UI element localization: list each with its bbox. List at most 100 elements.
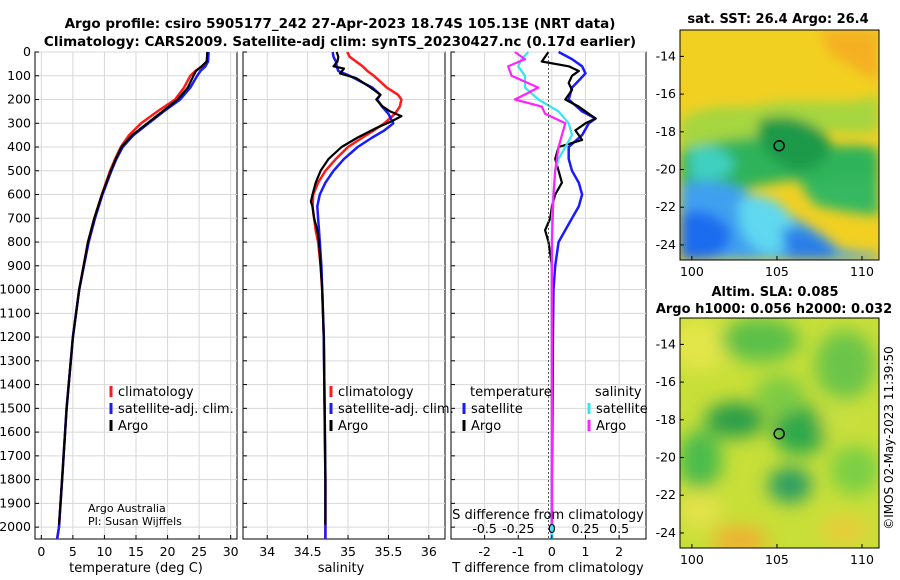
x-tick-label: 20 <box>160 544 176 559</box>
x-tick-label: 5 <box>69 544 77 559</box>
diff-top-tick-label: 0 <box>548 521 556 536</box>
sla-map-ticks: 100 105 110 -14 -16 -18 -20 -22 -24 <box>656 336 874 567</box>
depth-tick-label: 400 <box>7 139 31 154</box>
depth-tick-label: 2000 <box>0 519 31 534</box>
x-tick-label: 15 <box>128 544 144 559</box>
map-y-tick-label: -16 <box>656 86 676 101</box>
x-tick-label: 2 <box>615 544 623 559</box>
depth-tick-label: 900 <box>7 258 31 273</box>
x-tick-label: 34.5 <box>294 544 322 559</box>
credit-line2: PI: Susan Wijffels <box>88 515 182 528</box>
sst-map-frame <box>679 29 880 261</box>
x-tick-label: -1 <box>512 544 524 559</box>
map-y-tick-label: -20 <box>656 162 676 177</box>
sst-argo-marker <box>773 140 785 152</box>
map-y-tick-label: -24 <box>656 525 676 540</box>
depth-tick-label: 100 <box>7 68 31 83</box>
legend-label-t-satellite: satellite <box>471 402 523 417</box>
axes: 0100200300400500600700800900100011001200… <box>0 44 623 559</box>
depth-tick-label: 1900 <box>0 495 31 510</box>
sla-map-frame <box>679 317 880 549</box>
legend-label-argo: Argo <box>338 419 368 434</box>
depth-tick-label: 1600 <box>0 424 31 439</box>
x-tick-label: 25 <box>191 544 207 559</box>
diff-top-axis-label: S difference from climatology <box>452 508 644 523</box>
sla-map-title-line2: Argo h1000: 0.056 h2000: 0.032 <box>656 302 892 317</box>
series-line-salinity-argo <box>507 51 567 525</box>
imos-timestamp: ©IMOS 02-May-2023 11:39:50 <box>882 346 896 530</box>
legend-label-satellite: satellite-adj. clim. <box>338 402 454 417</box>
legend-label-s-argo: Argo <box>596 419 626 434</box>
depth-tick-label: 1500 <box>0 400 31 415</box>
depth-tick-label: 200 <box>7 92 31 107</box>
map-y-tick-label: -24 <box>656 237 676 252</box>
sst-map-title: sat. SST: 26.4 Argo: 26.4 <box>687 12 868 27</box>
diff-top-tick-label: 0.5 <box>609 521 629 536</box>
map-x-tick-label: 100 <box>680 264 704 279</box>
legend-header-salinity: salinity <box>595 385 642 400</box>
map-y-tick-label: -14 <box>656 48 676 63</box>
series-line-argo <box>57 51 209 525</box>
main-title-line1: Argo profile: csiro 5905177_242 27-Apr-2… <box>65 16 616 32</box>
legend-header-temperature: temperature <box>470 385 552 400</box>
depth-tick-label: 1400 <box>0 377 31 392</box>
depth-tick-label: 700 <box>7 210 31 225</box>
diff-top-tick-label: -0.5 <box>472 521 496 536</box>
depth-tick-label: 0 <box>23 44 31 59</box>
legend-label-s-satellite: satellite <box>596 402 648 417</box>
x-tick-label: 10 <box>96 544 112 559</box>
legend-label-satellite: satellite-adj. clim. <box>118 402 234 417</box>
depth-tick-label: 1300 <box>0 353 31 368</box>
sla-argo-marker <box>773 428 785 440</box>
map-x-tick-label: 100 <box>680 552 704 567</box>
x-tick-label: 0 <box>37 544 45 559</box>
x-tick-label: 35.5 <box>375 544 403 559</box>
map-x-tick-label: 105 <box>765 552 789 567</box>
legend-label-argo: Argo <box>118 419 148 434</box>
legend-label-climatology: climatology <box>118 385 194 400</box>
map-x-tick-label: 105 <box>765 264 789 279</box>
map-x-tick-label: 110 <box>850 264 874 279</box>
temperature-xlabel: temperature (deg C) <box>69 561 203 576</box>
map-y-tick-label: -22 <box>656 487 676 502</box>
x-tick-label: -2 <box>478 544 490 559</box>
series-line-argo <box>309 51 403 525</box>
depth-tick-label: 300 <box>7 115 31 130</box>
diff-top-tick-label: 0.25 <box>572 521 600 536</box>
diff-top-tick-label: -0.25 <box>502 521 534 536</box>
map-y-tick-label: -14 <box>656 336 676 351</box>
depth-tick-label: 500 <box>7 163 31 178</box>
diff-xlabel: T difference from climatology <box>451 561 644 576</box>
map-y-tick-label: -22 <box>656 199 676 214</box>
temperature-legend: climatology satellite-adj. clim. Argo <box>109 385 234 434</box>
legend-label-climatology: climatology <box>338 385 414 400</box>
depth-tick-label: 800 <box>7 234 31 249</box>
salinity-xlabel: salinity <box>318 561 365 576</box>
x-tick-label: 0 <box>548 544 556 559</box>
sla-map-image <box>680 318 879 548</box>
credit-line1: Argo Australia <box>88 502 166 515</box>
sst-map-ticks: 100 105 110 -14 -16 -18 -20 -22 -24 <box>656 48 874 279</box>
depth-tick-label: 1100 <box>0 305 31 320</box>
sst-map-image <box>680 30 879 260</box>
salinity-legend: climatology satellite-adj. clim. Argo <box>329 385 454 434</box>
x-tick-label: 34 <box>259 544 275 559</box>
map-y-tick-label: -20 <box>656 450 676 465</box>
map-y-tick-label: -16 <box>656 374 676 389</box>
x-tick-label: 30 <box>223 544 239 559</box>
depth-tick-label: 1000 <box>0 282 31 297</box>
profile-lines <box>55 50 597 540</box>
depth-tick-label: 1700 <box>0 448 31 463</box>
difference-legend: temperature salinity satellite Argo sate… <box>462 385 648 434</box>
diff-top-tick-labels: -0.5 -0.25 0 0.25 0.5 <box>472 521 629 536</box>
depth-tick-label: 1200 <box>0 329 31 344</box>
legend-label-t-argo: Argo <box>471 419 501 434</box>
depth-tick-label: 1800 <box>0 472 31 487</box>
map-x-tick-label: 110 <box>850 552 874 567</box>
x-tick-label: 1 <box>582 544 590 559</box>
main-title-line2: Climatology: CARS2009. Satellite-adj cli… <box>44 34 636 50</box>
sla-map-title-line1: Altim. SLA: 0.085 <box>712 285 839 300</box>
map-y-tick-label: -18 <box>656 412 676 427</box>
depth-tick-label: 600 <box>7 187 31 202</box>
